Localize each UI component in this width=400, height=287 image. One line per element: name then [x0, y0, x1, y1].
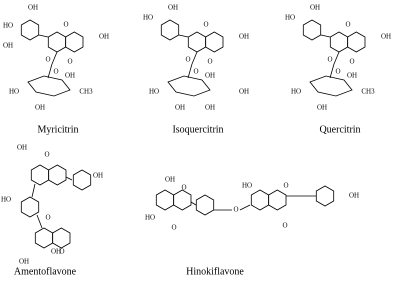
sugar-ring-bond	[309, 75, 353, 97]
atom-label: O	[282, 222, 287, 230]
ring-bond	[48, 164, 67, 186]
atom-label: OH	[35, 104, 45, 112]
ring-bond	[173, 189, 192, 211]
ring-bond	[250, 189, 270, 211]
atom-label: OH	[99, 33, 109, 41]
ring-bond	[30, 164, 50, 186]
atom-label: O	[345, 21, 350, 29]
ring-bond	[347, 31, 366, 53]
bond	[191, 51, 198, 65]
ring-bond	[52, 227, 71, 249]
ring-bond	[195, 194, 215, 216]
atom-label: O	[181, 184, 186, 192]
atom-label: HO	[3, 22, 13, 30]
atom-label: OH	[17, 144, 27, 152]
atom-label: O	[207, 58, 212, 66]
atom-label: O	[67, 58, 72, 66]
atom-label: CH3	[79, 88, 93, 96]
bond	[31, 183, 36, 198]
bond	[178, 34, 189, 38]
atom-label: OH	[65, 72, 75, 80]
ring-bond	[20, 196, 40, 218]
atom-label: O	[63, 21, 68, 29]
atom-label: OH	[347, 72, 357, 80]
ring-bond	[155, 189, 175, 211]
atom-label: OH	[28, 4, 38, 12]
ring-bond	[34, 227, 54, 249]
atom-label: O	[335, 68, 340, 76]
atom-label: O	[59, 248, 64, 256]
bond	[187, 63, 193, 79]
sugar-ring-bond	[27, 75, 71, 97]
atom-label: OH	[51, 248, 61, 256]
atom-label: O	[283, 182, 288, 190]
ring-bond	[47, 31, 67, 53]
atom-label: HO	[149, 88, 159, 96]
bond	[329, 63, 335, 79]
atom-label: HO	[1, 196, 11, 204]
bond	[47, 63, 53, 79]
bond	[239, 204, 251, 211]
atom-label: HO	[285, 14, 295, 22]
atom-label: O	[349, 58, 354, 66]
bond	[320, 34, 331, 38]
compound-name: Isoquercitrin	[172, 124, 223, 135]
atom-label: CH3	[361, 88, 375, 96]
atom-label: HO	[145, 214, 155, 222]
atom-label: O	[45, 56, 50, 64]
atom-label: OH	[175, 104, 185, 112]
ring-bond	[329, 31, 349, 53]
ring-bond	[187, 31, 207, 53]
atom-label: OH	[239, 88, 249, 96]
atom-label: OH	[349, 192, 359, 200]
atom-label: OH	[205, 72, 215, 80]
atom-label: HO	[291, 88, 301, 96]
ring-bond	[72, 169, 92, 191]
atom-label: OH	[205, 104, 215, 112]
atom-label: OH	[93, 172, 103, 180]
atom-label: OH	[381, 33, 391, 41]
atom-label: OH	[3, 42, 13, 50]
atom-label: O	[203, 21, 208, 29]
ring-bond	[65, 31, 84, 53]
atom-label: O	[233, 206, 238, 214]
ring-bond	[302, 19, 322, 41]
sugar-ring-bond	[167, 75, 211, 97]
bond	[333, 51, 340, 65]
compound-name: Myricitrin	[37, 124, 78, 135]
atom-label: O	[44, 151, 49, 159]
atom-label: OH	[165, 176, 175, 184]
atom-label: HO	[9, 88, 19, 96]
atom-label: OH	[168, 4, 178, 12]
ring-bond	[268, 189, 287, 211]
atom-label: OH	[310, 4, 320, 12]
compound-name: Amentoflavone	[14, 266, 77, 277]
atom-label: OH	[317, 104, 327, 112]
atom-label: HO	[242, 182, 252, 190]
atom-label: O	[327, 56, 332, 64]
ring-bond	[315, 185, 335, 207]
bond	[65, 176, 73, 181]
atom-label: HO	[143, 14, 153, 22]
bond	[36, 214, 43, 229]
ring-bond	[205, 31, 224, 53]
atom-label: O	[45, 214, 50, 222]
bond	[190, 201, 197, 206]
atom-label: OH	[239, 33, 249, 41]
atom-label: O	[53, 68, 58, 76]
atom-label: O	[185, 56, 190, 64]
atom-label: OH	[19, 258, 29, 266]
compound-name: Quercitrin	[319, 124, 360, 135]
ring-bond	[20, 19, 40, 41]
bond	[38, 34, 49, 38]
atom-label: O	[193, 68, 198, 76]
atom-label: O	[171, 224, 176, 232]
bond	[51, 51, 58, 65]
compound-name: Hinokiflavone	[186, 266, 244, 277]
ring-bond	[160, 19, 180, 41]
